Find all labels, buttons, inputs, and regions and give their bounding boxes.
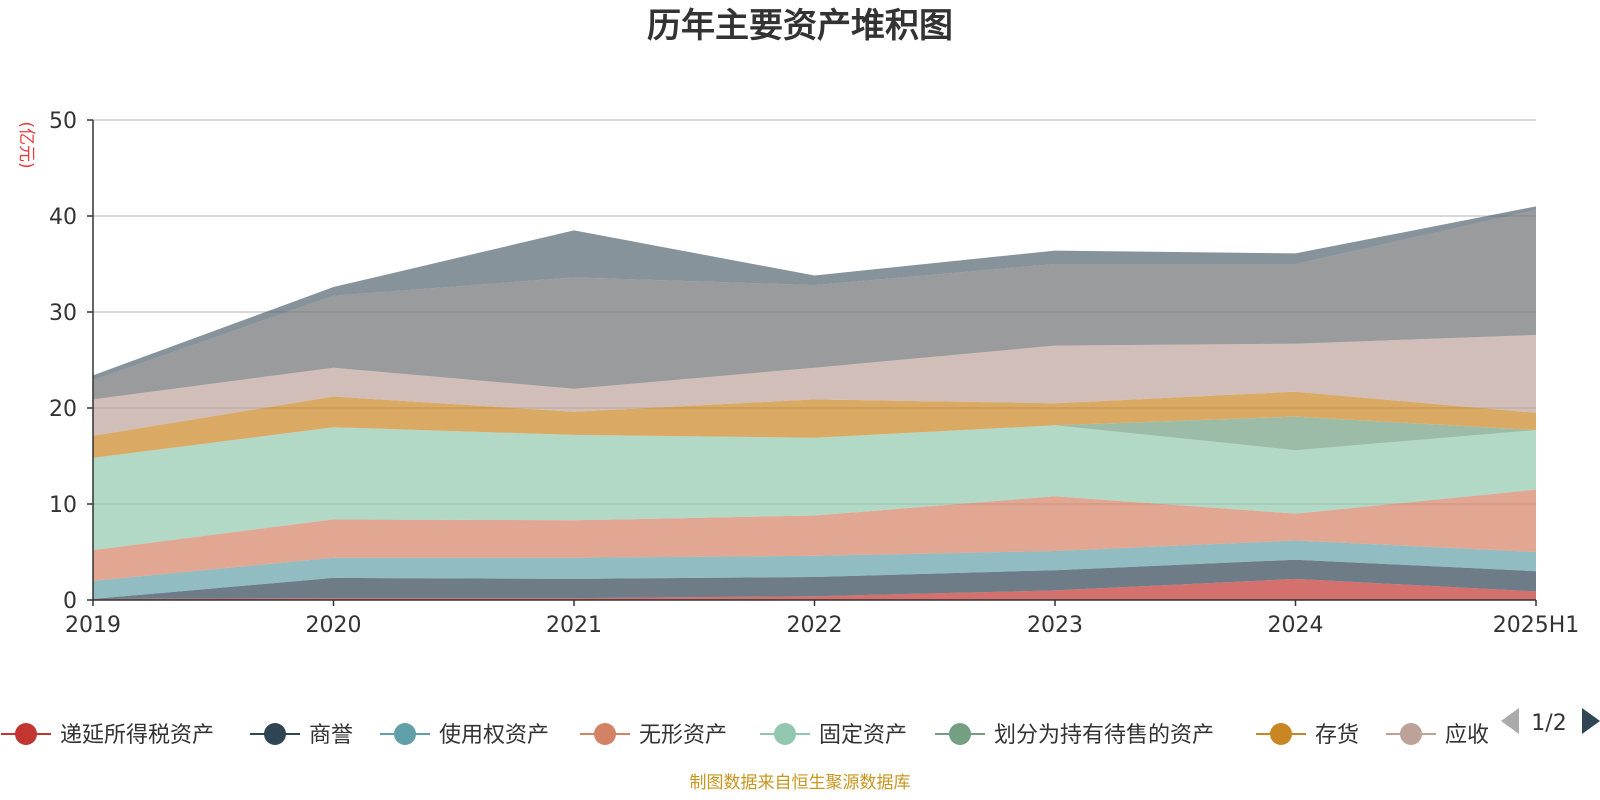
x-tick-label: 2024: [1268, 613, 1324, 638]
legend-circle-icon: [394, 723, 416, 745]
legend: 递延所得税资产 商誉 使用权资产 无形资产 固定资产 划分为持有待售的资产 存货 应收: [1, 723, 1489, 748]
legend-circle-icon: [594, 723, 616, 745]
x-tick-label: 2019: [65, 613, 121, 638]
legend-item-3[interactable]: 无形资产: [580, 723, 727, 748]
source-note: 制图数据来自恒生聚源数据库: [690, 773, 911, 793]
chart-title: 历年主要资产堆积图: [647, 6, 953, 46]
area-series-1[interactable]: [93, 559, 1536, 599]
legend-circle-icon: [1270, 723, 1292, 745]
legend-circle-icon: [1400, 723, 1422, 745]
y-tick-label: 10: [49, 493, 77, 518]
legend-label: 使用权资产: [439, 723, 549, 748]
area-series-8[interactable]: [93, 210, 1536, 400]
y-tick-label: 0: [63, 589, 77, 614]
area-series-3[interactable]: [93, 489, 1536, 581]
legend-circle-icon: [949, 723, 971, 745]
legend-circle-icon: [264, 723, 286, 745]
stacked-areas: [93, 206, 1536, 600]
legend-label: 无形资产: [639, 723, 727, 748]
legend-item-2[interactable]: 使用权资产: [380, 723, 549, 748]
x-tick-label: 2023: [1027, 613, 1083, 638]
area-series-0[interactable]: [93, 578, 1536, 600]
legend-circle-icon: [774, 723, 796, 745]
legend-label: 划分为持有待售的资产: [994, 723, 1214, 748]
legend-label: 存货: [1315, 723, 1359, 748]
x-tick-label: 2020: [306, 613, 362, 638]
area-series-6[interactable]: [93, 391, 1536, 458]
y-tick-label: 20: [49, 397, 77, 422]
legend-item-6[interactable]: 存货: [1256, 723, 1359, 748]
area-series-2[interactable]: [93, 540, 1536, 600]
x-tick-label: 2025H1: [1493, 613, 1580, 638]
triangle-left-icon[interactable]: [1501, 708, 1519, 734]
legend-item-4[interactable]: 固定资产: [760, 723, 907, 748]
legend-label: 商誉: [309, 723, 353, 748]
area-series-7[interactable]: [93, 335, 1536, 436]
y-tick-label: 50: [49, 109, 77, 134]
area-series-5[interactable]: [93, 416, 1536, 458]
y-axis-unit: (亿元): [16, 121, 36, 168]
legend-circle-icon: [15, 723, 37, 745]
x-tick-label: 2022: [787, 613, 843, 638]
legend-label: 递延所得税资产: [60, 723, 214, 748]
x-tick-label: 2021: [546, 613, 602, 638]
legend-page-indicator: 1/2: [1531, 711, 1566, 736]
legend-item-5[interactable]: 划分为持有待售的资产: [935, 723, 1214, 748]
area-series-4[interactable]: [93, 425, 1536, 551]
y-tick-label: 40: [49, 205, 77, 230]
triangle-right-icon[interactable]: [1582, 708, 1600, 734]
legend-pager: 1/2: [1501, 708, 1600, 736]
legend-item-1[interactable]: 商誉: [250, 723, 353, 748]
axes: 0 10 20 30 40 50 2019 2020 2021 2022 2023 2024 2025H…: [49, 109, 1579, 638]
legend-item-7[interactable]: 应收: [1386, 723, 1489, 748]
legend-label: 固定资产: [819, 723, 907, 748]
legend-item-0[interactable]: 递延所得税资产: [1, 723, 214, 748]
y-tick-label: 30: [49, 301, 77, 326]
legend-label: 应收: [1445, 723, 1489, 748]
